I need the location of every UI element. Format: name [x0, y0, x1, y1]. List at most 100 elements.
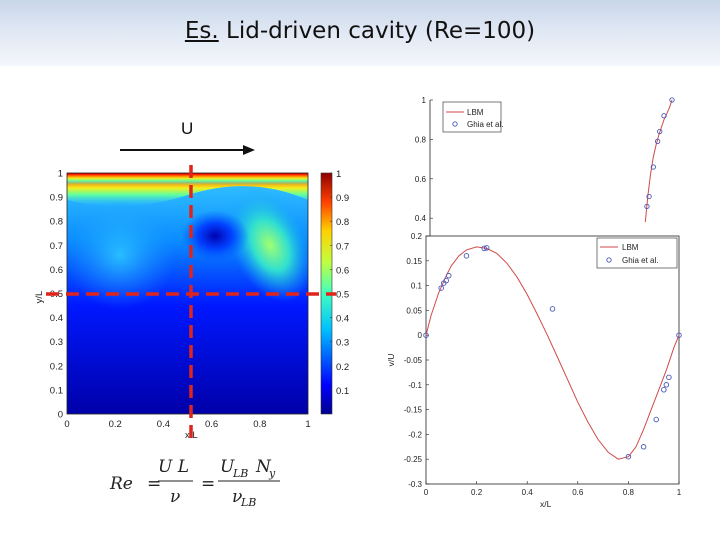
- colorbar-tick-label: 0.6: [336, 265, 349, 276]
- colorbar-tick-label: 0.1: [336, 386, 349, 397]
- u-plot-ghia-point: [669, 97, 675, 103]
- v-plot-ghia-point: [676, 332, 682, 338]
- eq-lhs: Re: [109, 474, 133, 494]
- v-plot-ghia-point: [438, 285, 444, 291]
- colorbar-tick-label: 0.4: [336, 314, 349, 325]
- u-profile-plot: 0.4 0.6 0.8 1 LBM Ghia et al.: [415, 96, 675, 236]
- v-plot-lbm-line: [425, 246, 680, 460]
- v-plot-y-tick-label: -0.05: [404, 356, 423, 365]
- u-plot-y-tick-label: 0.6: [415, 175, 427, 184]
- v-plot-ghia-point: [481, 245, 487, 252]
- lid-velocity-arrow-icon: [243, 145, 255, 155]
- v-plot-y-tick-label: -0.3: [408, 480, 422, 489]
- v-plot-ghia-point: [640, 444, 647, 450]
- eq-den-1: ν: [170, 487, 180, 507]
- u-plot-ghia-point: [657, 128, 663, 135]
- v-legend-ghia: Ghia et al.: [622, 256, 658, 265]
- heatmap-y-tick-label: 0.1: [50, 385, 63, 396]
- v-plot-x-tick-label: 1: [677, 488, 682, 497]
- slide-title-prefix: Es.: [184, 18, 219, 44]
- slide-title: Es. Lid-driven cavity (Re=100): [0, 18, 720, 44]
- v-plot-ghia-point: [549, 306, 556, 312]
- heatmap-y-tick-label: 0.2: [50, 361, 63, 372]
- v-plot-ghia-point: [653, 416, 659, 423]
- u-plot-y-tick-label: 1: [422, 96, 427, 105]
- colorbar-tick-label: 0.9: [336, 193, 349, 204]
- v-plot-x-axis-label: x/L: [540, 499, 552, 509]
- colorbar-tick-label: 0.7: [336, 241, 349, 252]
- heatmap-y-tick-label: 0.8: [50, 217, 63, 228]
- heatmap-x-tick-label: 0.8: [253, 419, 266, 430]
- u-plot-ghia-point: [661, 113, 667, 119]
- v-plot-ghia-point: [663, 382, 670, 388]
- slide-title-bar: [0, 0, 720, 66]
- v-plot-y-tick-label: 0.05: [406, 306, 422, 315]
- u-plot-lbm-line: [644, 99, 673, 223]
- u-plot-ghia-point: [654, 138, 661, 145]
- eq-equals-1: =: [147, 474, 161, 494]
- eq-num-1: U L: [158, 457, 189, 477]
- v-plot-y-tick-label: 0.1: [411, 282, 423, 291]
- v-plot-ghia-point: [666, 374, 672, 381]
- u-plot-ghia-point: [644, 203, 650, 210]
- u-legend-ghia-marker: [452, 121, 458, 127]
- v-plot-y-axis-label: v/U: [386, 354, 396, 367]
- v-plot-x-tick-label: 0.8: [623, 488, 635, 497]
- v-plot-y-tick-label: 0.15: [406, 257, 422, 266]
- v-plot-x-tick-label: 0.4: [522, 488, 534, 497]
- u-legend-lbm: LBM: [467, 108, 484, 117]
- eq-num-2-u-sub: LB: [232, 467, 248, 480]
- u-plot-ghia-point: [646, 193, 652, 200]
- v-plot-y-tick-label: -0.1: [408, 381, 422, 390]
- v-plot-ghia-point: [423, 332, 429, 338]
- heatmap-y-tick-label: 0.4: [50, 313, 63, 324]
- heatmap-y-tick-label: 0.7: [50, 241, 63, 252]
- v-plot-ghia-point: [661, 387, 667, 393]
- v-plot-x-tick-label: 0: [424, 488, 429, 497]
- v-profile-plot: -0.3 -0.25 -0.2 -0.15 -0.1 -0.05 0 0.05 0.1 0.15 0…: [386, 232, 682, 509]
- eq-num-2-n: N: [255, 457, 272, 477]
- v-plot-frame: [425, 235, 680, 485]
- u-plot-y-tick-label: 0.4: [415, 214, 427, 223]
- primary-vortex: [181, 210, 249, 262]
- v-legend-lbm: LBM: [622, 243, 639, 252]
- v-plot-y-tick-label: -0.15: [404, 406, 423, 415]
- heatmap-y-tick-label: 0.6: [50, 265, 63, 276]
- v-plot-x-tick-label: 0.6: [572, 488, 584, 497]
- slide-title-text: Lid-driven cavity (Re=100): [218, 18, 536, 44]
- v-plot-y-tick-label: -0.2: [408, 430, 422, 439]
- heatmap-y-axis-label: y/L: [34, 291, 45, 304]
- colorbar-tick-label: 0.2: [336, 362, 349, 373]
- eq-equals-2: =: [201, 474, 215, 494]
- v-legend-ghia-marker: [606, 257, 612, 263]
- u-plot-ghia-point: [650, 164, 656, 170]
- v-plot-ghia-point: [446, 272, 452, 279]
- v-plot-ghia-point: [463, 253, 470, 259]
- heatmap-x-tick-label: 0: [64, 419, 69, 430]
- heatmap-y-tick-label: 0.3: [50, 337, 63, 348]
- v-plot-y-tick-label: -0.25: [404, 455, 423, 464]
- eq-num-2-n-sub: y: [268, 467, 276, 480]
- colorbar-tick-label: 0.5: [336, 290, 349, 301]
- v-plot-ghia-point: [443, 277, 449, 284]
- heatmap-colorbar: 0.1 0.2 0.3 0.4 0.5 0.6 0.7 0.8 0.9 1: [320, 169, 349, 415]
- v-plot-y-tick-label: 0: [418, 331, 423, 340]
- heatmap-x-tick-label: 1: [305, 419, 310, 430]
- reynolds-equation: Re = U L ν = U LB N y ν LB: [109, 457, 280, 509]
- v-plot-y-tick-label: 0.2: [411, 232, 423, 241]
- heatmap-y-tick-label: 0.9: [50, 193, 63, 204]
- v-plot-ghia-point: [625, 453, 632, 460]
- v-plot-legend: LBM Ghia et al.: [596, 237, 678, 269]
- lid-velocity-label: U: [181, 119, 193, 138]
- heatmap-x-tick-label: 0.6: [205, 419, 218, 430]
- centerlines: [46, 165, 336, 440]
- eq-den-2-sub: LB: [240, 496, 256, 509]
- v-plot-x-tick-label: 0.2: [471, 488, 483, 497]
- colorbar-tick-label: 0.3: [336, 338, 349, 349]
- heatmap-y-tick-label: 0: [58, 410, 63, 421]
- lid-velocity: U: [120, 119, 255, 155]
- colorbar-tick-label: 0.8: [336, 217, 349, 228]
- heatmap-x-tick-label: 0.2: [109, 419, 122, 430]
- eq-den-2: ν: [232, 487, 242, 507]
